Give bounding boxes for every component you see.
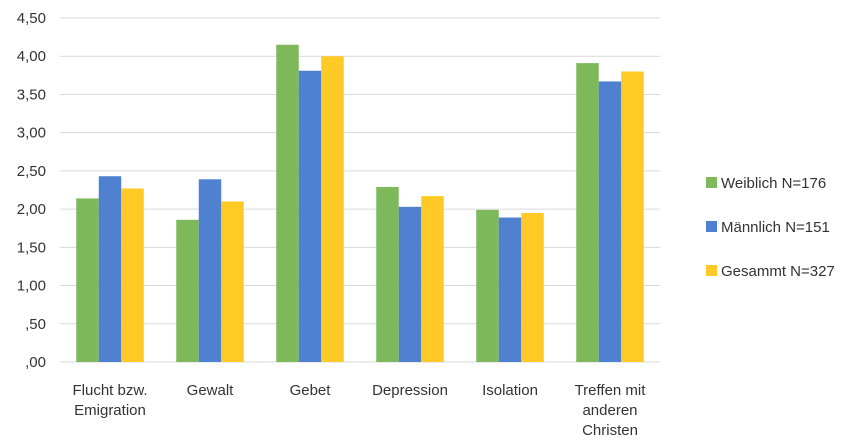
legend-swatch bbox=[706, 265, 717, 276]
bar bbox=[121, 188, 144, 362]
bar bbox=[376, 186, 399, 362]
x-category-label: Depression bbox=[372, 382, 448, 399]
bar bbox=[298, 70, 322, 362]
x-category-label-line: anderen bbox=[582, 402, 637, 419]
x-category-label: Gebet bbox=[290, 382, 332, 399]
bar bbox=[498, 217, 522, 362]
y-tick-label: 2,00 bbox=[17, 201, 46, 218]
bar bbox=[521, 212, 544, 362]
bar bbox=[576, 63, 599, 362]
bar bbox=[221, 201, 244, 362]
bar bbox=[176, 219, 199, 362]
bar bbox=[321, 56, 344, 362]
y-tick-label: 3,00 bbox=[17, 125, 46, 142]
bar bbox=[621, 71, 644, 362]
legend: Weiblich N=176 Männlich N=151 Gesammt N=32… bbox=[706, 175, 835, 280]
legend-swatch bbox=[706, 221, 717, 232]
x-category-label-line: Depression bbox=[372, 382, 448, 399]
bars bbox=[76, 44, 644, 363]
x-category-label: Gewalt bbox=[187, 382, 235, 399]
x-category-label-line: Christen bbox=[582, 422, 638, 439]
bar bbox=[198, 179, 222, 362]
bar bbox=[476, 209, 499, 362]
x-category-label-line: Flucht bzw. bbox=[72, 382, 147, 399]
x-category-label-line: Treffen mit bbox=[575, 382, 647, 399]
x-category-label: Flucht bzw. Emigration bbox=[72, 382, 147, 419]
x-category-label: Isolation bbox=[482, 382, 538, 399]
bar bbox=[421, 196, 444, 362]
y-tick-label: 3,50 bbox=[17, 86, 46, 103]
y-tick-label: 1,00 bbox=[17, 278, 46, 295]
bar bbox=[98, 176, 122, 362]
y-tick-label: ,50 bbox=[25, 316, 46, 333]
x-category-label-line: Gewalt bbox=[187, 382, 235, 399]
y-axis-tick-labels: ,00 ,50 1,00 1,50 2,00 2,50 3,00 3,50 4,00 4,50 bbox=[17, 10, 46, 371]
legend-swatch bbox=[706, 177, 717, 188]
legend-label: Weiblich N=176 bbox=[721, 175, 826, 192]
y-tick-label: 1,50 bbox=[17, 239, 46, 256]
y-tick-label: ,00 bbox=[25, 354, 46, 371]
x-axis-category-labels: Flucht bzw. Emigration Gewalt Gebet Depressi… bbox=[72, 382, 646, 439]
x-category-label: Treffen mit anderen Christen bbox=[575, 382, 647, 439]
bar bbox=[276, 44, 299, 362]
x-category-label-line: Emigration bbox=[74, 402, 146, 419]
bar bbox=[398, 206, 422, 362]
x-category-label-line: Isolation bbox=[482, 382, 538, 399]
legend-label: Gesammt N=327 bbox=[721, 263, 835, 280]
y-tick-label: 4,50 bbox=[17, 10, 46, 27]
bar bbox=[598, 81, 622, 363]
bar bbox=[76, 198, 99, 362]
x-category-label-line: Gebet bbox=[290, 382, 332, 399]
y-tick-label: 2,50 bbox=[17, 163, 46, 180]
gridlines bbox=[60, 17, 660, 363]
legend-label: Männlich N=151 bbox=[721, 219, 830, 236]
y-tick-label: 4,00 bbox=[17, 48, 46, 65]
